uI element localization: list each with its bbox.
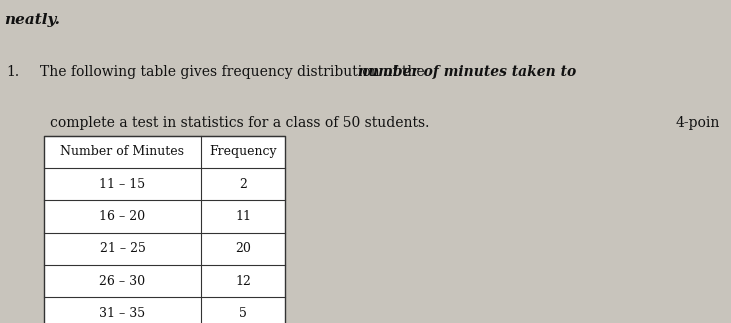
Text: 1.: 1. <box>6 65 19 78</box>
Text: The following table gives frequency distribution of the: The following table gives frequency dist… <box>40 65 429 78</box>
Text: 31 – 35: 31 – 35 <box>99 307 145 320</box>
Text: Number of Minutes: Number of Minutes <box>61 145 184 158</box>
Text: 2: 2 <box>239 178 247 191</box>
Text: Frequency: Frequency <box>209 145 277 158</box>
Text: complete a test in statistics for a class of 50 students.: complete a test in statistics for a clas… <box>50 116 429 130</box>
Text: 20: 20 <box>235 242 251 255</box>
Text: 21 – 25: 21 – 25 <box>99 242 145 255</box>
Text: 11 – 15: 11 – 15 <box>99 178 145 191</box>
Text: 4-poin: 4-poin <box>675 116 720 130</box>
Text: 11: 11 <box>235 210 251 223</box>
Text: 5: 5 <box>239 307 247 320</box>
Text: 12: 12 <box>235 275 251 287</box>
Text: 16 – 20: 16 – 20 <box>99 210 145 223</box>
Text: number of minutes taken to: number of minutes taken to <box>358 65 577 78</box>
Text: 26 – 30: 26 – 30 <box>99 275 145 287</box>
Text: neatly.: neatly. <box>4 13 59 27</box>
FancyBboxPatch shape <box>44 136 285 323</box>
